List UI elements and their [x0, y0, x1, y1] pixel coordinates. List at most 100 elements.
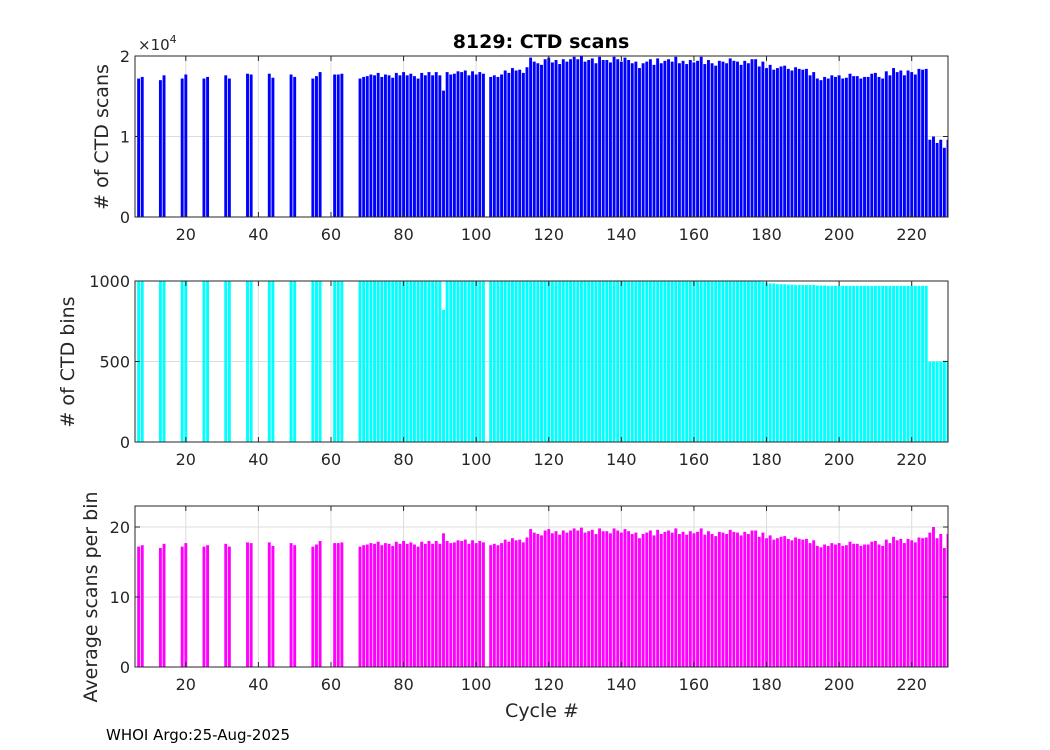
scans-per-bin-bar	[540, 535, 543, 667]
ctd-scans-bar	[373, 75, 376, 217]
ctd-bins-bar	[844, 285, 848, 442]
scans-per-bin-xtick-label: 140	[606, 675, 637, 694]
scans-per-bin-bar	[521, 542, 525, 667]
scans-per-bin-ytick-label: 20	[110, 518, 130, 537]
ctd-bins-bar	[409, 281, 413, 442]
ctd-scans-bar	[333, 74, 337, 217]
scans-per-bin-bar	[765, 538, 768, 667]
ctd-bins-xtick-label: 40	[248, 450, 268, 469]
ctd-bins-bar	[609, 281, 612, 442]
ctd-scans-ylabel: # of CTD scans	[91, 64, 113, 210]
scans-per-bin-bar	[500, 543, 504, 667]
scans-per-bin-bar	[754, 530, 758, 667]
scans-per-bin-bar	[761, 532, 765, 667]
scans-per-bin-bar	[721, 532, 725, 667]
ctd-scans-bar	[866, 76, 870, 218]
ctd-bins-bar	[830, 285, 834, 442]
ctd-bins-bar	[369, 281, 373, 442]
ctd-bins-bar	[692, 281, 696, 442]
ctd-scans-bar	[383, 74, 387, 217]
ctd-scans-bar	[583, 61, 587, 218]
ctd-scans-bar	[739, 64, 743, 217]
scans-per-bin-xtick-label: 220	[896, 675, 927, 694]
scans-per-bin-bar	[543, 530, 547, 667]
ctd-scans-bar	[413, 76, 416, 217]
scans-per-bin-bar	[362, 545, 366, 667]
ctd-bins-bar	[714, 281, 718, 442]
ctd-scans-bar	[289, 74, 293, 217]
scans-per-bin-bar	[460, 541, 464, 667]
ctd-scans-bar	[797, 68, 801, 217]
scans-per-bin-bar	[267, 542, 271, 667]
ctd-scans-bar	[714, 65, 718, 217]
ctd-bins-bars	[137, 281, 948, 442]
ctd-bins-bar	[638, 281, 641, 442]
ctd-bins-bar	[768, 283, 772, 442]
ctd-scans-bar	[569, 59, 572, 217]
ctd-bins-bar	[739, 281, 743, 442]
ctd-bins-bar	[837, 285, 841, 442]
ctd-bins-bar	[507, 281, 511, 442]
ctd-bins-bar	[939, 361, 943, 442]
scans-per-bin-bar	[402, 541, 406, 667]
scans-per-bin-xtick-label: 80	[393, 675, 413, 694]
ctd-scans-bar	[648, 59, 652, 217]
ctd-scans-bar	[877, 76, 881, 218]
ctd-scans-bar	[783, 65, 787, 217]
ctd-bins-bar	[804, 285, 808, 442]
ctd-scans-bar	[710, 63, 714, 218]
ctd-scans-bar	[565, 61, 569, 218]
ctd-bins-xtick-label: 200	[824, 450, 855, 469]
ctd-scans-bar	[830, 75, 834, 217]
ctd-bins-bar	[445, 281, 449, 442]
ctd-scans-bar	[249, 74, 253, 217]
ctd-bins-bar	[859, 285, 863, 442]
ctd-scans-bar	[543, 59, 547, 217]
ctd-scans-bar	[765, 68, 768, 217]
ctd-bins-bar	[471, 281, 474, 442]
ctd-scans-bar	[558, 64, 562, 217]
scans-per-bin-bar	[645, 532, 649, 667]
ctd-scans-bar	[732, 60, 736, 217]
ctd-bins-bar	[543, 281, 547, 442]
scans-per-bin-bar	[413, 544, 416, 667]
ctd-bins-bar	[884, 285, 888, 442]
scans-per-bin-bar	[681, 531, 685, 667]
ctd-bins-bar	[772, 283, 776, 442]
ctd-bins-xtick-label: 220	[896, 450, 927, 469]
ctd-bins-bar	[500, 281, 504, 442]
ctd-bins-ytick-label: 500	[99, 353, 130, 372]
ctd-scans-bar	[855, 76, 859, 217]
ctd-bins-bar	[946, 360, 948, 442]
ctd-bins-bar	[877, 285, 881, 442]
ctd-bins-bar	[688, 281, 692, 442]
ctd-bins-bar	[442, 309, 445, 442]
ctd-bins-bar	[402, 281, 406, 442]
ctd-bins-bar	[634, 281, 638, 442]
ctd-scans-bar	[707, 60, 710, 218]
ctd-scans-bar	[576, 59, 580, 217]
ctd-bins-bar	[895, 285, 899, 442]
scans-per-bin-bar	[888, 543, 892, 667]
scans-per-bin-bar	[380, 545, 384, 667]
ctd-bins-bar	[819, 285, 823, 442]
ctd-scans-bar	[376, 72, 380, 217]
ctd-scans-bar	[634, 61, 638, 218]
ctd-scans-xtick-label: 100	[461, 225, 492, 244]
ctd-scans-bar	[837, 75, 841, 217]
ctd-scans-bar	[688, 60, 692, 218]
scans-per-bin-bar	[634, 532, 638, 667]
ctd-scans-bar	[478, 72, 482, 217]
scans-per-bin-bar	[870, 541, 874, 667]
ctd-scans-bar	[511, 68, 514, 217]
scans-per-bin-bar	[652, 535, 656, 667]
ctd-scans-bar	[667, 59, 670, 217]
scans-per-bin-bar	[289, 543, 293, 667]
scans-per-bin-bar	[496, 545, 500, 667]
ctd-bins-bar	[917, 285, 921, 442]
scans-per-bin-bar	[249, 543, 253, 667]
ctd-bins-bar	[550, 281, 554, 442]
ctd-bins-bar	[333, 281, 337, 442]
scans-per-bin-bar	[224, 543, 228, 667]
